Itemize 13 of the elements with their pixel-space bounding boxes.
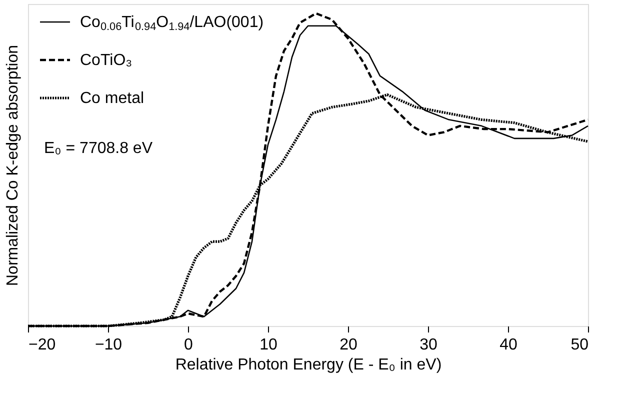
x-tick-label: 50 <box>570 336 589 354</box>
y-axis-title: Normalized Co K-edge absorption <box>4 44 22 286</box>
x-tick-label: 10 <box>260 336 278 354</box>
x-tick-label: −20 <box>28 336 56 354</box>
x-tick-label: −10 <box>94 336 122 354</box>
x-tick-label: 0 <box>184 336 194 354</box>
legend-label: CoTiO₃ <box>80 52 132 69</box>
x-axis-title: Relative Photon Energy (E - E₀ in eV) <box>175 356 442 374</box>
x-tick-label: 40 <box>500 336 518 354</box>
annotation: E₀ = 7708.8 eV <box>44 140 153 157</box>
x-tick-label: 20 <box>340 336 358 354</box>
legend-label: Co metal <box>80 90 144 107</box>
x-tick-label: 30 <box>420 336 438 354</box>
